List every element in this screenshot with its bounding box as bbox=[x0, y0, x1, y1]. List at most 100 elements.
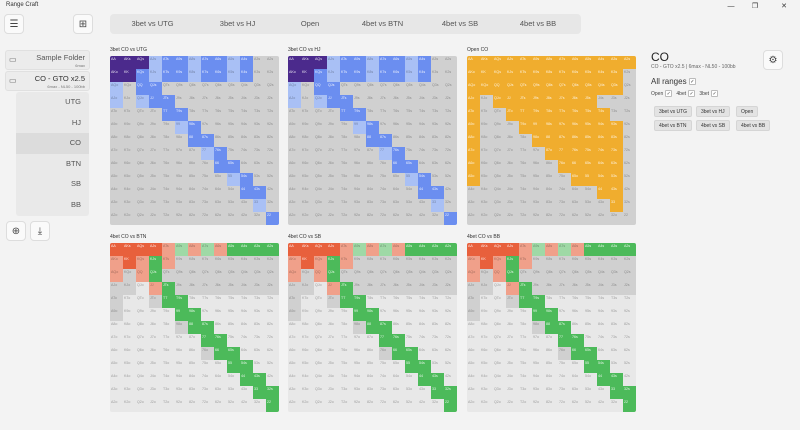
hand-cell[interactable]: Q3s bbox=[610, 82, 623, 95]
hand-cell[interactable]: 83s bbox=[253, 321, 266, 334]
hand-cell[interactable]: T9s bbox=[175, 108, 188, 121]
hand-cell[interactable]: 82s bbox=[444, 321, 457, 334]
hand-cell[interactable]: J9s bbox=[532, 282, 545, 295]
hand-cell[interactable]: 75o bbox=[379, 360, 392, 373]
hand-cell[interactable]: K7s bbox=[379, 69, 392, 82]
hand-cell[interactable]: TT bbox=[340, 108, 353, 121]
hand-cell[interactable]: 92o bbox=[353, 399, 366, 412]
hand-cell[interactable]: Q9s bbox=[532, 269, 545, 282]
hand-cell[interactable]: QJo bbox=[493, 282, 506, 295]
hand-cell[interactable]: T7s bbox=[379, 295, 392, 308]
hand-cell[interactable]: KJo bbox=[123, 282, 136, 295]
hand-cell[interactable]: 72s bbox=[444, 334, 457, 347]
hand-cell[interactable]: J2o bbox=[506, 399, 519, 412]
hand-cell[interactable]: J5s bbox=[227, 282, 240, 295]
hand-cell[interactable]: 52o bbox=[584, 399, 597, 412]
hand-cell[interactable]: 96o bbox=[532, 347, 545, 360]
hand-cell[interactable]: Q6o bbox=[493, 160, 506, 173]
hand-cell[interactable]: 86o bbox=[188, 160, 201, 173]
hand-cell[interactable]: K6s bbox=[214, 69, 227, 82]
hand-cell[interactable]: 85o bbox=[366, 173, 379, 186]
hand-cell[interactable]: Q7s bbox=[201, 269, 214, 282]
hand-cell[interactable]: A4s bbox=[597, 56, 610, 69]
hand-cell[interactable]: 64s bbox=[418, 160, 431, 173]
hand-cell[interactable]: KTs bbox=[340, 256, 353, 269]
hand-cell[interactable]: A4o bbox=[110, 373, 123, 386]
hand-cell[interactable]: T5s bbox=[584, 108, 597, 121]
hand-cell[interactable]: Q6s bbox=[571, 82, 584, 95]
hand-cell[interactable]: K4s bbox=[597, 256, 610, 269]
hand-cell[interactable]: 53o bbox=[405, 386, 418, 399]
hand-cell[interactable]: TT bbox=[162, 108, 175, 121]
hand-cell[interactable]: 84o bbox=[545, 186, 558, 199]
hand-cell[interactable]: 62o bbox=[392, 212, 405, 225]
hand-cell[interactable]: 62s bbox=[444, 160, 457, 173]
hand-cell[interactable]: KTo bbox=[480, 295, 493, 308]
hand-cell[interactable]: K9o bbox=[123, 121, 136, 134]
hand-cell[interactable]: J9o bbox=[149, 121, 162, 134]
hand-cell[interactable]: A4o bbox=[288, 373, 301, 386]
hand-cell[interactable]: AKo bbox=[467, 69, 480, 82]
hand-cell[interactable]: JTs bbox=[519, 282, 532, 295]
hand-cell[interactable]: T4s bbox=[418, 295, 431, 308]
hand-cell[interactable]: Q4o bbox=[493, 186, 506, 199]
hand-cell[interactable]: AQs bbox=[314, 56, 327, 69]
hand-cell[interactable]: T8s bbox=[188, 295, 201, 308]
hand-cell[interactable]: T4o bbox=[340, 186, 353, 199]
hand-cell[interactable]: 98s bbox=[188, 308, 201, 321]
hand-cell[interactable]: K5o bbox=[301, 360, 314, 373]
hand-cell[interactable]: 53o bbox=[584, 386, 597, 399]
hand-cell[interactable]: 53s bbox=[610, 360, 623, 373]
hand-cell[interactable]: J6s bbox=[392, 282, 405, 295]
hand-cell[interactable]: K3s bbox=[610, 256, 623, 269]
hand-cell[interactable]: 72s bbox=[266, 334, 279, 347]
hand-cell[interactable]: 52o bbox=[405, 212, 418, 225]
hand-cell[interactable]: 87o bbox=[188, 147, 201, 160]
hand-cell[interactable]: KTo bbox=[301, 108, 314, 121]
hand-cell[interactable]: K8o bbox=[480, 134, 493, 147]
hand-cell[interactable]: 65s bbox=[584, 160, 597, 173]
hand-cell[interactable]: 54s bbox=[597, 360, 610, 373]
hand-cell[interactable]: JJ bbox=[327, 95, 340, 108]
hand-cell[interactable]: 96s bbox=[392, 121, 405, 134]
hand-cell[interactable]: T9o bbox=[519, 121, 532, 134]
tab-open[interactable]: Open bbox=[300, 19, 320, 28]
hand-cell[interactable]: 53o bbox=[227, 199, 240, 212]
hand-cell[interactable]: 86s bbox=[214, 134, 227, 147]
hand-cell[interactable]: 54o bbox=[584, 186, 597, 199]
hand-cell[interactable]: 84o bbox=[366, 186, 379, 199]
hand-cell[interactable]: 85s bbox=[405, 134, 418, 147]
hand-cell[interactable]: 75o bbox=[201, 173, 214, 186]
hand-cell[interactable]: 72o bbox=[379, 399, 392, 412]
hand-cell[interactable]: K7o bbox=[301, 334, 314, 347]
hand-cell[interactable]: 98o bbox=[175, 321, 188, 334]
hand-cell[interactable]: J9s bbox=[353, 282, 366, 295]
hand-cell[interactable]: 42s bbox=[266, 373, 279, 386]
hand-cell[interactable]: 43s bbox=[610, 186, 623, 199]
hand-cell[interactable]: T3o bbox=[519, 386, 532, 399]
hand-cell[interactable]: 65s bbox=[405, 160, 418, 173]
hand-cell[interactable]: K3o bbox=[123, 199, 136, 212]
hand-cell[interactable]: 88 bbox=[188, 321, 201, 334]
hand-cell[interactable]: 55 bbox=[405, 360, 418, 373]
hand-cell[interactable]: 87o bbox=[366, 334, 379, 347]
hand-cell[interactable]: 66 bbox=[571, 347, 584, 360]
hand-cell[interactable]: A5o bbox=[110, 360, 123, 373]
hand-cell[interactable]: K6s bbox=[392, 69, 405, 82]
hand-cell[interactable]: J6o bbox=[506, 160, 519, 173]
hand-cell[interactable]: 65s bbox=[227, 160, 240, 173]
hand-cell[interactable]: KQo bbox=[301, 269, 314, 282]
hand-cell[interactable]: 33 bbox=[253, 386, 266, 399]
hand-cell[interactable]: K9o bbox=[123, 308, 136, 321]
hand-cell[interactable]: 99 bbox=[353, 121, 366, 134]
hand-cell[interactable]: K6o bbox=[480, 347, 493, 360]
hand-cell[interactable]: A7s bbox=[379, 243, 392, 256]
hand-cell[interactable]: T5s bbox=[405, 108, 418, 121]
hand-cell[interactable]: J8s bbox=[545, 95, 558, 108]
hand-cell[interactable]: K3s bbox=[253, 69, 266, 82]
hand-cell[interactable]: Q2s bbox=[623, 269, 636, 282]
hand-cell[interactable]: Q2o bbox=[493, 212, 506, 225]
chip-open[interactable]: Open bbox=[736, 106, 759, 117]
hand-cell[interactable]: J6s bbox=[214, 95, 227, 108]
hand-cell[interactable]: 42o bbox=[240, 212, 253, 225]
